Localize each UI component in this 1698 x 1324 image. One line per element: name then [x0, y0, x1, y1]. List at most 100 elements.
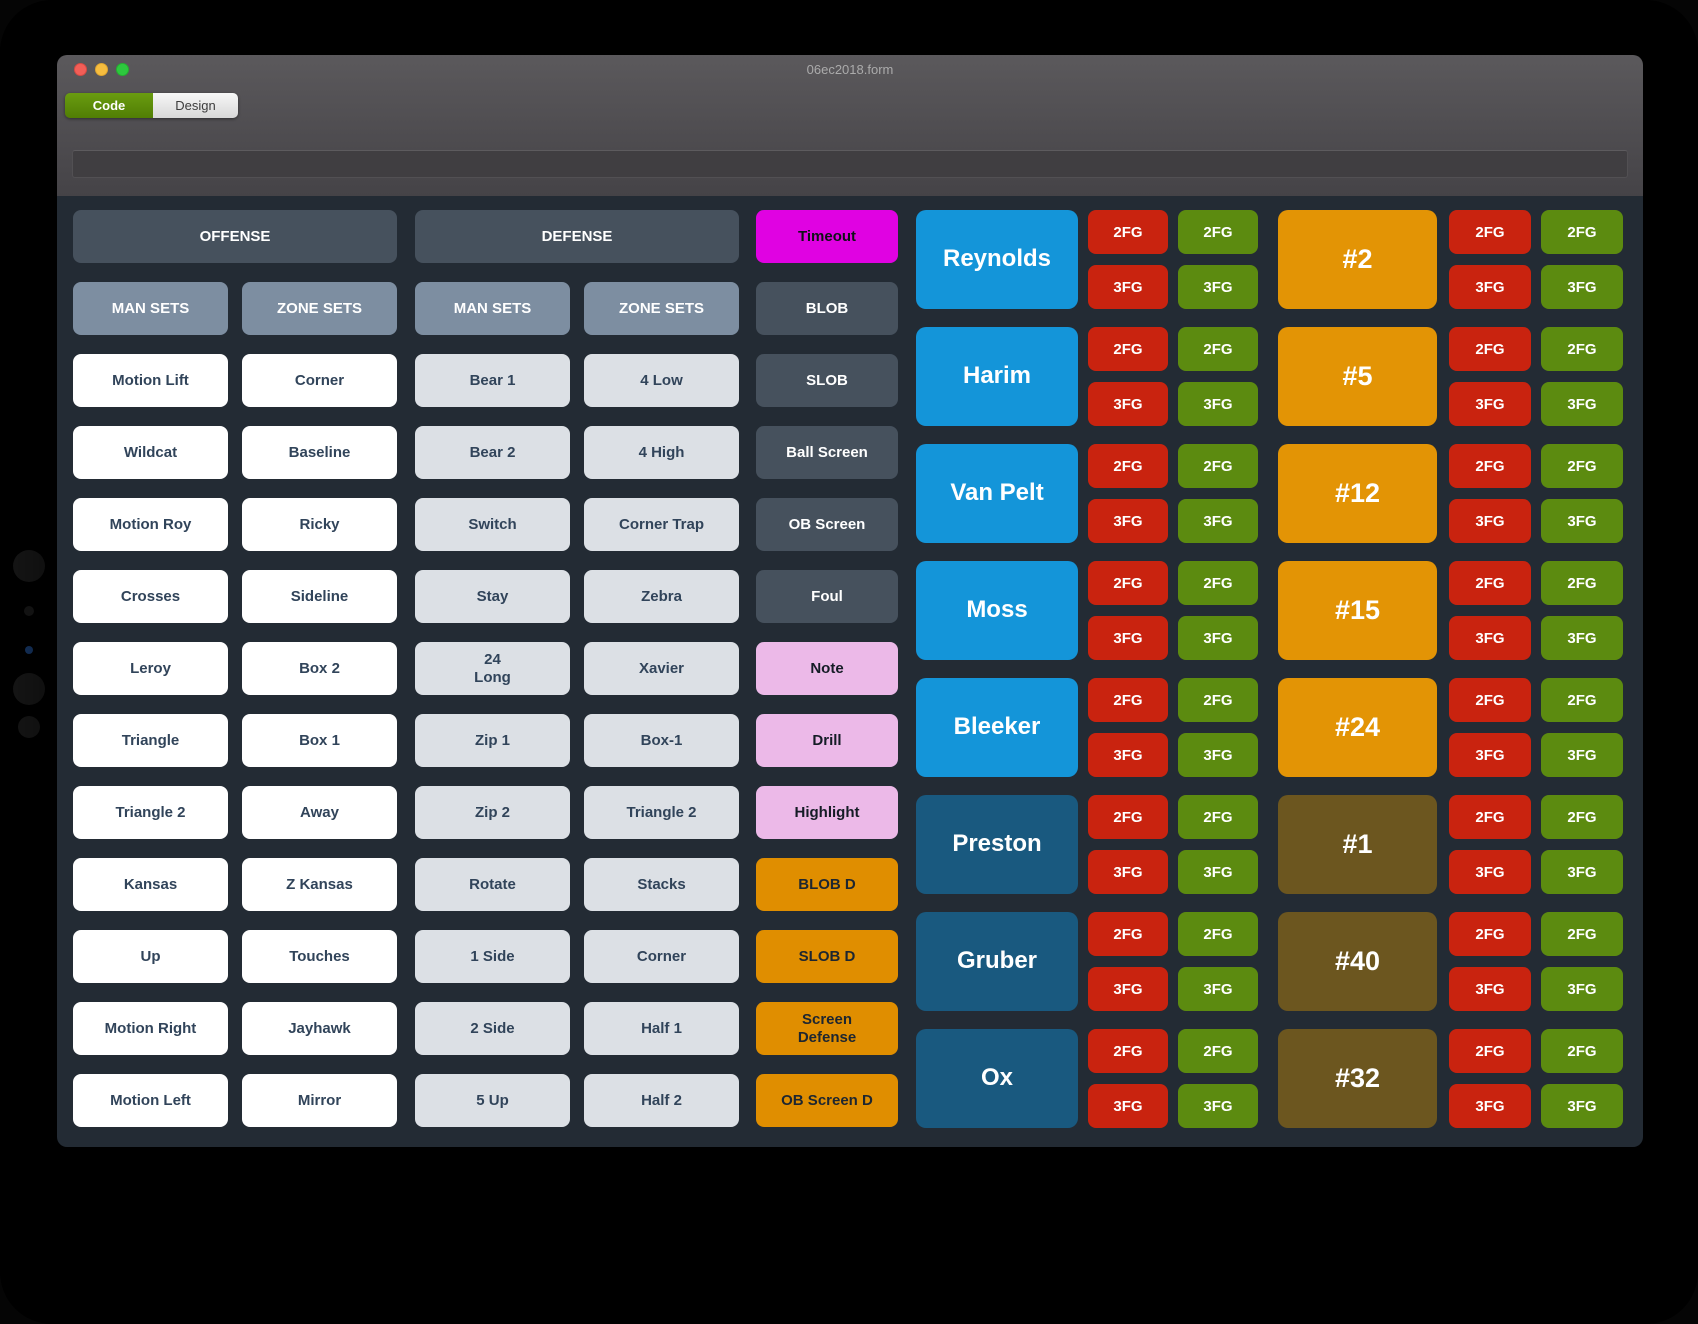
fg-2fg-button-harim[interactable]: 2FG — [1178, 327, 1258, 371]
offense-play-button-box-2[interactable]: Box 2 — [242, 642, 397, 695]
fg-2fg-button-preston[interactable]: 2FG — [1178, 795, 1258, 839]
fg-3fg-button-reynolds[interactable]: 3FG — [1449, 265, 1531, 309]
offense-man-sets-header[interactable]: MAN SETS — [73, 282, 228, 335]
defense-play-button-5-up[interactable]: 5 Up — [415, 1074, 570, 1127]
offense-play-button-z-kansas[interactable]: Z Kansas — [242, 858, 397, 911]
fg-2fg-button-preston[interactable]: 2FG — [1088, 795, 1168, 839]
offense-play-button-motion-right[interactable]: Motion Right — [73, 1002, 228, 1055]
close-button[interactable] — [74, 63, 87, 76]
toolbar-field[interactable] — [72, 150, 1628, 178]
fg-3fg-button-van-pelt[interactable]: 3FG — [1178, 499, 1258, 543]
fg-3fg-button-moss[interactable]: 3FG — [1088, 616, 1168, 660]
fg-2fg-button-gruber[interactable]: 2FG — [1178, 912, 1258, 956]
jersey-button-gruber[interactable]: #40 — [1278, 912, 1437, 1011]
fg-3fg-button-gruber[interactable]: 3FG — [1088, 967, 1168, 1011]
defense-play-button-rotate[interactable]: Rotate — [415, 858, 570, 911]
event-button-highlight[interactable]: Highlight — [756, 786, 898, 839]
fg-2fg-button-moss[interactable]: 2FG — [1088, 561, 1168, 605]
offense-header-button[interactable]: OFFENSE — [73, 210, 397, 263]
fg-3fg-button-bleeker[interactable]: 3FG — [1449, 733, 1531, 777]
player-button-harim[interactable]: Harim — [916, 327, 1078, 426]
fg-3fg-button-bleeker[interactable]: 3FG — [1088, 733, 1168, 777]
event-button-foul[interactable]: Foul — [756, 570, 898, 623]
fg-3fg-button-preston[interactable]: 3FG — [1541, 850, 1623, 894]
fg-2fg-button-van-pelt[interactable]: 2FG — [1541, 444, 1623, 488]
event-button-blob-d[interactable]: BLOB D — [756, 858, 898, 911]
event-button-ball-screen[interactable]: Ball Screen — [756, 426, 898, 479]
defense-play-button-half-2[interactable]: Half 2 — [584, 1074, 739, 1127]
zoom-button[interactable] — [116, 63, 129, 76]
fg-2fg-button-reynolds[interactable]: 2FG — [1449, 210, 1531, 254]
fg-3fg-button-reynolds[interactable]: 3FG — [1088, 265, 1168, 309]
fg-2fg-button-reynolds[interactable]: 2FG — [1178, 210, 1258, 254]
fg-2fg-button-gruber[interactable]: 2FG — [1541, 912, 1623, 956]
tab-code[interactable]: Code — [65, 93, 153, 118]
fg-2fg-button-gruber[interactable]: 2FG — [1088, 912, 1168, 956]
offense-play-button-leroy[interactable]: Leroy — [73, 642, 228, 695]
fg-3fg-button-moss[interactable]: 3FG — [1541, 616, 1623, 660]
fg-3fg-button-van-pelt[interactable]: 3FG — [1541, 499, 1623, 543]
tab-design[interactable]: Design — [153, 93, 238, 118]
defense-play-button-2-side[interactable]: 2 Side — [415, 1002, 570, 1055]
defense-zone-sets-header[interactable]: ZONE SETS — [584, 282, 739, 335]
player-button-van-pelt[interactable]: Van Pelt — [916, 444, 1078, 543]
fg-3fg-button-reynolds[interactable]: 3FG — [1541, 265, 1623, 309]
fg-2fg-button-bleeker[interactable]: 2FG — [1449, 678, 1531, 722]
event-button-timeout[interactable]: Timeout — [756, 210, 898, 263]
fg-3fg-button-preston[interactable]: 3FG — [1088, 850, 1168, 894]
fg-2fg-button-van-pelt[interactable]: 2FG — [1088, 444, 1168, 488]
player-button-gruber[interactable]: Gruber — [916, 912, 1078, 1011]
player-button-preston[interactable]: Preston — [916, 795, 1078, 894]
fg-2fg-button-bleeker[interactable]: 2FG — [1178, 678, 1258, 722]
fg-3fg-button-harim[interactable]: 3FG — [1449, 382, 1531, 426]
fg-3fg-button-van-pelt[interactable]: 3FG — [1449, 499, 1531, 543]
offense-play-button-crosses[interactable]: Crosses — [73, 570, 228, 623]
fg-3fg-button-ox[interactable]: 3FG — [1088, 1084, 1168, 1128]
player-button-reynolds[interactable]: Reynolds — [916, 210, 1078, 309]
offense-play-button-touches[interactable]: Touches — [242, 930, 397, 983]
fg-3fg-button-gruber[interactable]: 3FG — [1449, 967, 1531, 1011]
fg-2fg-button-ox[interactable]: 2FG — [1178, 1029, 1258, 1073]
player-button-moss[interactable]: Moss — [916, 561, 1078, 660]
offense-play-button-mirror[interactable]: Mirror — [242, 1074, 397, 1127]
fg-3fg-button-harim[interactable]: 3FG — [1088, 382, 1168, 426]
fg-2fg-button-reynolds[interactable]: 2FG — [1541, 210, 1623, 254]
defense-play-button-half-1[interactable]: Half 1 — [584, 1002, 739, 1055]
offense-play-button-jayhawk[interactable]: Jayhawk — [242, 1002, 397, 1055]
fg-3fg-button-bleeker[interactable]: 3FG — [1178, 733, 1258, 777]
fg-3fg-button-ox[interactable]: 3FG — [1449, 1084, 1531, 1128]
jersey-button-van-pelt[interactable]: #12 — [1278, 444, 1437, 543]
event-button-slob-d[interactable]: SLOB D — [756, 930, 898, 983]
fg-2fg-button-preston[interactable]: 2FG — [1541, 795, 1623, 839]
offense-play-button-box-1[interactable]: Box 1 — [242, 714, 397, 767]
titlebar[interactable]: 06ec2018.form — [57, 55, 1643, 82]
fg-3fg-button-preston[interactable]: 3FG — [1449, 850, 1531, 894]
fg-3fg-button-harim[interactable]: 3FG — [1178, 382, 1258, 426]
defense-play-button-1-side[interactable]: 1 Side — [415, 930, 570, 983]
event-button-note[interactable]: Note — [756, 642, 898, 695]
jersey-button-reynolds[interactable]: #2 — [1278, 210, 1437, 309]
offense-play-button-triangle-2[interactable]: Triangle 2 — [73, 786, 228, 839]
event-button-slob[interactable]: SLOB — [756, 354, 898, 407]
offense-play-button-motion-roy[interactable]: Motion Roy — [73, 498, 228, 551]
jersey-button-harim[interactable]: #5 — [1278, 327, 1437, 426]
fg-2fg-button-moss[interactable]: 2FG — [1178, 561, 1258, 605]
fg-2fg-button-harim[interactable]: 2FG — [1088, 327, 1168, 371]
fg-2fg-button-gruber[interactable]: 2FG — [1449, 912, 1531, 956]
jersey-button-moss[interactable]: #15 — [1278, 561, 1437, 660]
fg-3fg-button-reynolds[interactable]: 3FG — [1178, 265, 1258, 309]
defense-play-button-corner[interactable]: Corner — [584, 930, 739, 983]
fg-2fg-button-van-pelt[interactable]: 2FG — [1449, 444, 1531, 488]
jersey-button-bleeker[interactable]: #24 — [1278, 678, 1437, 777]
defense-play-button-24-long[interactable]: 24 Long — [415, 642, 570, 695]
event-button-blob[interactable]: BLOB — [756, 282, 898, 335]
fg-3fg-button-gruber[interactable]: 3FG — [1541, 967, 1623, 1011]
defense-play-button-bear-2[interactable]: Bear 2 — [415, 426, 570, 479]
offense-play-button-wildcat[interactable]: Wildcat — [73, 426, 228, 479]
event-button-screen-defense[interactable]: Screen Defense — [756, 1002, 898, 1055]
jersey-button-preston[interactable]: #1 — [1278, 795, 1437, 894]
defense-play-button-4-low[interactable]: 4 Low — [584, 354, 739, 407]
offense-play-button-ricky[interactable]: Ricky — [242, 498, 397, 551]
fg-2fg-button-moss[interactable]: 2FG — [1541, 561, 1623, 605]
fg-2fg-button-harim[interactable]: 2FG — [1449, 327, 1531, 371]
